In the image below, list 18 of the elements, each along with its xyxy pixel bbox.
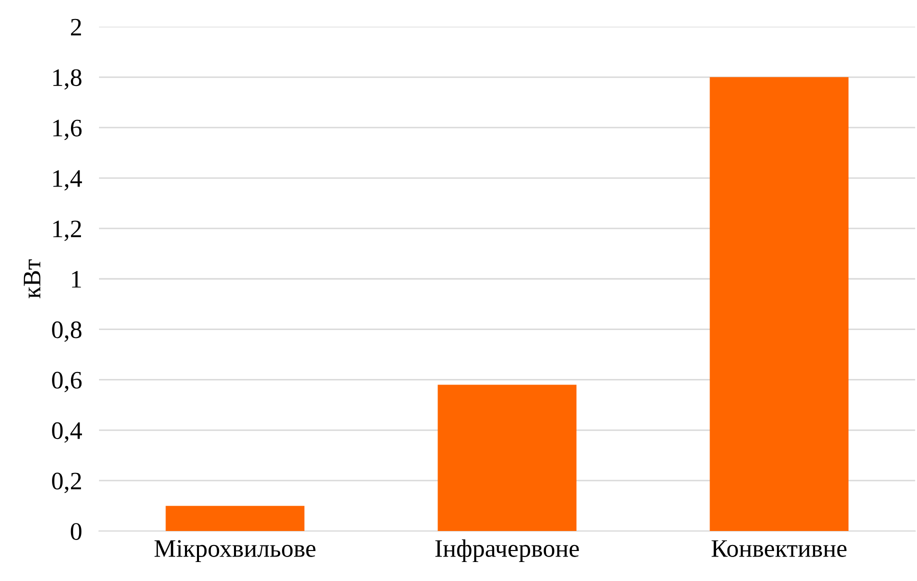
y-tick-label: 0,2 (52, 472, 81, 494)
y-tick-label: 2 (70, 18, 81, 36)
bar (438, 384, 576, 532)
y-tick-label: 0 (70, 523, 82, 540)
y-tick-label: 1,4 (53, 170, 82, 191)
y-tick-label: 1 (72, 271, 81, 288)
bar (710, 77, 849, 532)
x-tick-label: Інфрачервоне (435, 539, 579, 562)
y-tick-label: 1,6 (53, 120, 82, 140)
y-tick-label: 0,8 (52, 321, 82, 342)
y-tick-label: 1,8 (53, 69, 82, 90)
y-axis-title: кВт (24, 259, 40, 298)
bar (166, 506, 304, 532)
x-tick-label: Конвективне (712, 540, 846, 557)
y-tick-label: 0,6 (52, 372, 82, 392)
x-tick-label: Мікрохвильове (154, 540, 316, 562)
y-tick-label: 1,2 (53, 220, 81, 241)
y-tick-label: 0,4 (52, 422, 82, 443)
